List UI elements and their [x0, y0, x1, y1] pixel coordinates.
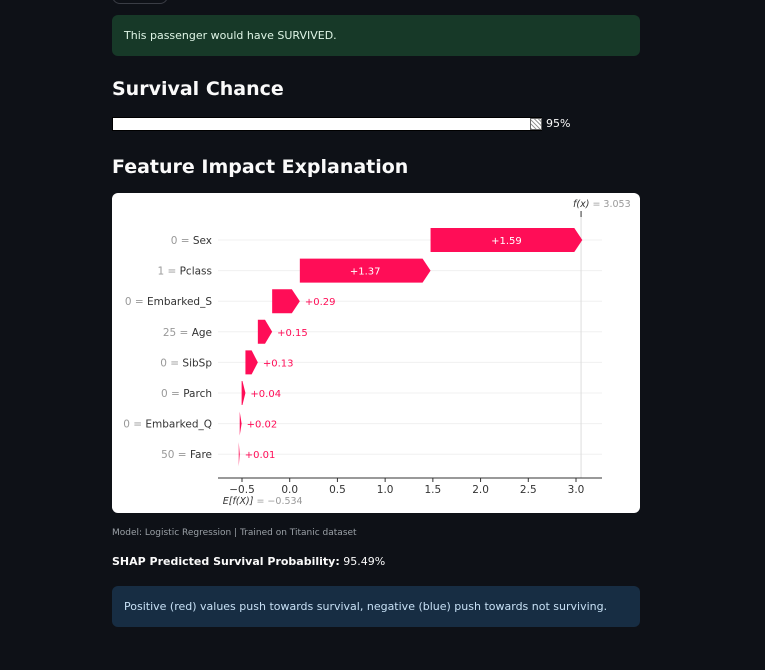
shap-bar-parch — [241, 381, 246, 405]
survival-result-alert: This passenger would have SURVIVED. — [112, 15, 640, 56]
shap-bar-embarked-q — [239, 411, 242, 436]
fx-label: f(x) = 3.053 — [573, 199, 631, 210]
x-tick-label: 1.5 — [425, 484, 442, 496]
survival-progress-bar: 95% — [112, 117, 570, 131]
shap-value-label: +0.04 — [250, 389, 281, 400]
feature-label: 0 = Sex — [171, 235, 212, 247]
model-caption: Model: Logistic Regression | Trained on … — [112, 528, 357, 538]
shap-value-label: +1.59 — [491, 236, 522, 247]
x-tick-label: 3.0 — [568, 484, 585, 496]
shap-value-label: +0.13 — [263, 358, 294, 369]
x-tick-label: 1.0 — [377, 484, 394, 496]
feature-label: 50 = Fare — [161, 449, 212, 461]
shap-bar-sex — [430, 228, 583, 252]
feature-label: 25 = Age — [163, 327, 212, 339]
x-tick-label: 2.5 — [520, 484, 537, 496]
feature-label: 0 = Embarked_S — [125, 296, 213, 308]
progress-percent-label: 95% — [546, 117, 571, 130]
progress-track — [112, 117, 542, 131]
shap-bar-embarked-s — [272, 289, 300, 314]
shap-bar-fare — [238, 442, 240, 467]
shap-value-label: +1.37 — [350, 267, 381, 278]
shap-bar-sibsp — [245, 350, 258, 375]
shap-info-alert: Positive (red) values push towards survi… — [112, 586, 640, 627]
x-tick-label: 0.0 — [281, 484, 298, 496]
shap-waterfall-svg: +1.59 0 = Sex +1.37 1 = Pclass +0.29 0 = Emba… — [123, 199, 631, 507]
shap-value-label: +0.15 — [277, 328, 308, 339]
shap-bar-age — [257, 319, 273, 344]
shap-probability-line: SHAP Predicted Survival Probability: 95.… — [112, 555, 385, 568]
shap-bar-pclass — [299, 258, 431, 283]
previous-button-edge[interactable] — [112, 0, 168, 4]
shap-waterfall-chart: +1.59 0 = Sex +1.37 1 = Pclass +0.29 0 = Emba… — [112, 193, 640, 513]
feature-impact-heading: Feature Impact Explanation — [112, 156, 409, 178]
feature-label: 0 = SibSp — [160, 357, 212, 369]
feature-label: 0 = Embarked_Q — [123, 419, 212, 431]
base-value-label: E[f(X)] = −0.534 — [223, 496, 303, 507]
x-tick-label: 2.0 — [472, 484, 489, 496]
feature-label: 0 = Parch — [161, 388, 212, 400]
progress-remainder — [530, 118, 542, 130]
shap-value-label: +0.29 — [305, 297, 336, 308]
probability-value: 95.49% — [343, 555, 386, 568]
probability-label: SHAP Predicted Survival Probability: — [112, 555, 340, 568]
shap-value-label: +0.02 — [247, 420, 278, 431]
x-tick-label: 0.5 — [329, 484, 346, 496]
shap-value-label: +0.01 — [245, 450, 276, 461]
survival-chance-heading: Survival Chance — [112, 78, 284, 100]
feature-label: 1 = Pclass — [157, 266, 212, 278]
x-tick-label: −0.5 — [229, 484, 255, 496]
